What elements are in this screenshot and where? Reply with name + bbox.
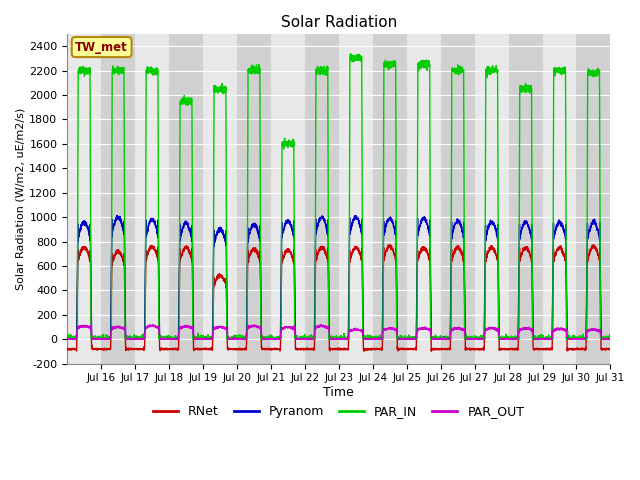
Bar: [271, 34, 305, 364]
PAR_IN: [359, 335, 367, 340]
RNet: [388, 245, 396, 251]
PAR_IN: [176, 187, 184, 193]
Bar: [305, 34, 339, 364]
PAR_OUT: [515, 330, 522, 336]
RNet: [607, 346, 614, 352]
Bar: [169, 34, 203, 364]
Bar: [101, 34, 135, 364]
Pyranom: [607, 336, 614, 342]
PAR_OUT: [607, 336, 614, 342]
Y-axis label: Solar Radiation (W/m2, uE/m2/s): Solar Radiation (W/m2, uE/m2/s): [15, 108, 25, 290]
Line: RNet: RNet: [67, 244, 611, 351]
PAR_OUT: [359, 333, 367, 338]
Bar: [67, 34, 101, 364]
Bar: [339, 34, 372, 364]
Pyranom: [113, 213, 121, 218]
PAR_OUT: [529, 329, 536, 335]
Pyranom: [63, 336, 71, 342]
Legend: RNet, Pyranom, PAR_IN, PAR_OUT: RNet, Pyranom, PAR_IN, PAR_OUT: [148, 400, 529, 423]
Bar: [441, 34, 475, 364]
Pyranom: [359, 310, 367, 316]
Line: PAR_IN: PAR_IN: [67, 54, 611, 339]
RNet: [488, 243, 496, 249]
Bar: [543, 34, 577, 364]
Pyranom: [176, 237, 184, 243]
PAR_OUT: [63, 336, 71, 341]
RNet: [176, 254, 184, 260]
PAR_OUT: [388, 325, 396, 331]
Pyranom: [63, 336, 71, 341]
Bar: [577, 34, 611, 364]
PAR_OUT: [176, 324, 184, 330]
Bar: [203, 34, 237, 364]
PAR_IN: [488, 66, 495, 72]
PAR_OUT: [317, 322, 325, 327]
PAR_OUT: [63, 336, 71, 342]
RNet: [359, 307, 367, 312]
PAR_IN: [515, 336, 522, 342]
Bar: [475, 34, 509, 364]
RNet: [529, 307, 536, 313]
Bar: [135, 34, 169, 364]
Bar: [372, 34, 406, 364]
Bar: [237, 34, 271, 364]
PAR_IN: [529, 336, 536, 342]
PAR_IN: [347, 51, 355, 57]
RNet: [386, 241, 394, 247]
Pyranom: [488, 219, 496, 225]
RNet: [63, 346, 71, 352]
Text: TW_met: TW_met: [76, 40, 128, 54]
Line: PAR_OUT: PAR_OUT: [67, 324, 611, 339]
Bar: [509, 34, 543, 364]
Bar: [406, 34, 441, 364]
RNet: [360, 348, 368, 354]
PAR_IN: [607, 336, 614, 342]
Pyranom: [515, 303, 522, 309]
PAR_IN: [63, 336, 71, 342]
Title: Solar Radiation: Solar Radiation: [281, 15, 397, 30]
PAR_OUT: [488, 324, 496, 330]
Line: Pyranom: Pyranom: [67, 216, 611, 339]
Pyranom: [529, 291, 536, 297]
PAR_IN: [388, 58, 396, 64]
RNet: [515, 315, 522, 321]
X-axis label: Time: Time: [323, 386, 354, 399]
Pyranom: [388, 219, 396, 225]
